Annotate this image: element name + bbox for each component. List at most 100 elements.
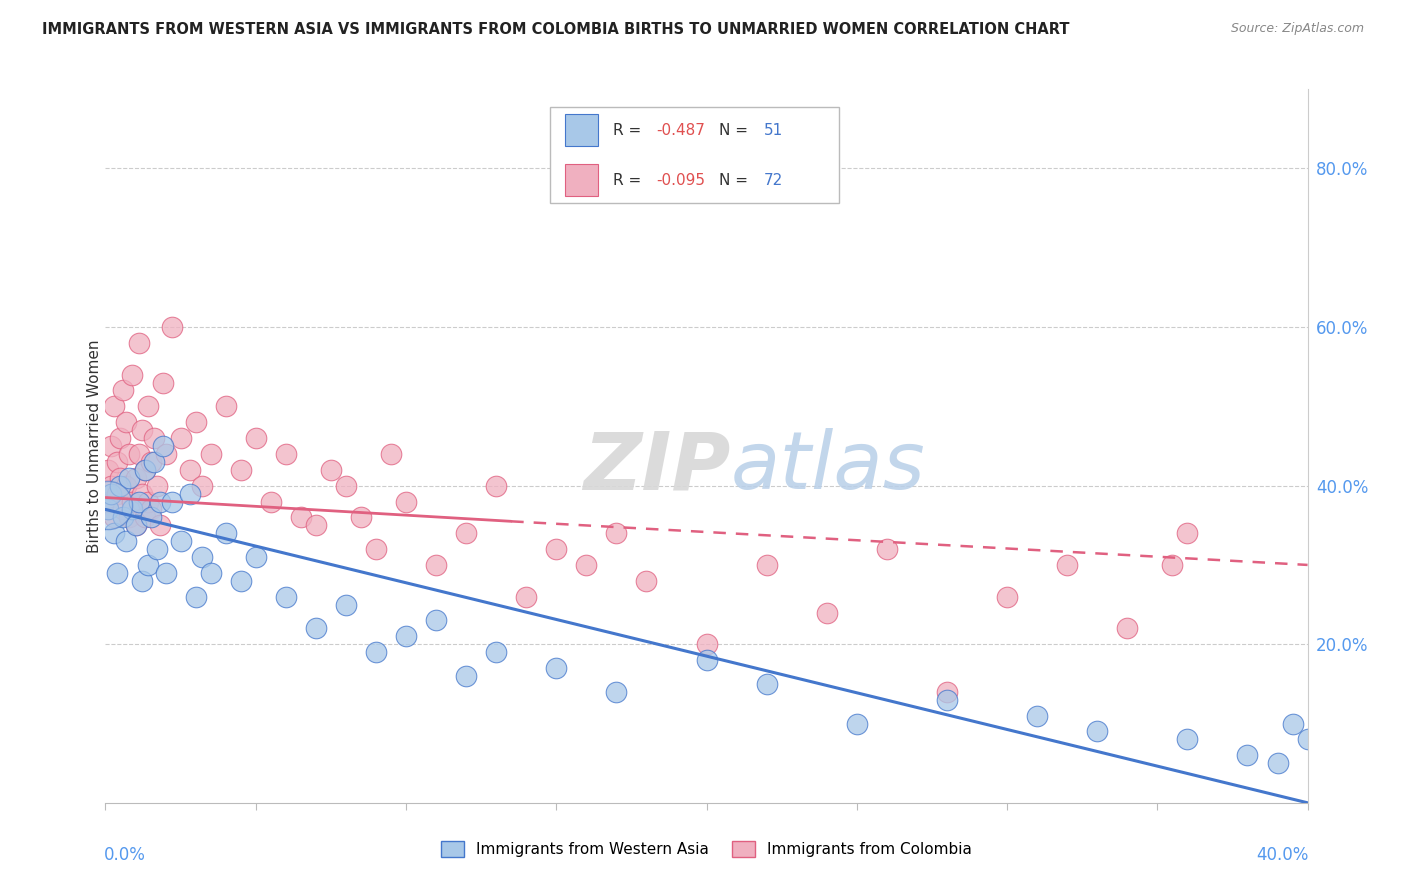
Point [454, 526, 477, 541]
Point [145, 478, 167, 492]
Point [100, 439, 122, 453]
Text: 40.0%: 40.0% [1257, 846, 1309, 863]
Point [245, 549, 267, 564]
Point [190, 549, 212, 564]
Point [131, 486, 153, 500]
Point [380, 447, 402, 461]
Point [1281, 716, 1303, 731]
Point [152, 376, 174, 390]
Point [1236, 748, 1258, 763]
Point [179, 463, 201, 477]
Point [1312, 764, 1334, 778]
Point [134, 463, 156, 477]
Point [128, 494, 150, 508]
Point [134, 463, 156, 477]
Legend: Immigrants from Western Asia, Immigrants from Colombia: Immigrants from Western Asia, Immigrants… [434, 835, 979, 863]
Text: N =: N = [718, 123, 752, 137]
Point [335, 478, 357, 492]
Point [274, 447, 297, 461]
Point [995, 590, 1018, 604]
Point [103, 400, 125, 414]
Y-axis label: Births to Unmarried Women: Births to Unmarried Women [87, 339, 101, 553]
Point [107, 455, 129, 469]
Point [97, 463, 120, 477]
Point [214, 526, 236, 541]
Point [121, 502, 143, 516]
Point [124, 518, 146, 533]
Text: IMMIGRANTS FROM WESTERN ASIA VS IMMIGRANTS FROM COLOMBIA BIRTHS TO UNMARRIED WOM: IMMIGRANTS FROM WESTERN ASIA VS IMMIGRAN… [42, 22, 1070, 37]
Point [755, 677, 778, 691]
Point [485, 478, 508, 492]
Point [815, 606, 838, 620]
Point [136, 494, 159, 508]
Point [107, 566, 129, 580]
Point [100, 486, 122, 500]
Point [148, 494, 170, 508]
Point [229, 463, 252, 477]
Point [936, 692, 959, 706]
Text: -0.487: -0.487 [657, 123, 704, 137]
Point [139, 502, 162, 516]
Point [200, 566, 222, 580]
Point [169, 431, 191, 445]
Point [515, 590, 537, 604]
Text: Source: ZipAtlas.com: Source: ZipAtlas.com [1230, 22, 1364, 36]
Point [190, 478, 212, 492]
Point [139, 455, 162, 469]
Point [364, 542, 387, 557]
Point [112, 502, 135, 516]
Point [274, 590, 297, 604]
Point [454, 669, 477, 683]
Text: 51: 51 [765, 123, 783, 137]
Point [136, 558, 159, 572]
Point [97, 502, 120, 516]
Point [546, 542, 568, 557]
Point [112, 510, 135, 524]
Point [546, 661, 568, 675]
Point [305, 621, 328, 635]
Point [1026, 708, 1049, 723]
Point [425, 614, 447, 628]
Point [1161, 558, 1184, 572]
Text: N =: N = [718, 173, 752, 187]
Point [636, 574, 658, 588]
Point [485, 645, 508, 659]
Point [136, 400, 159, 414]
Point [364, 645, 387, 659]
Point [100, 478, 122, 492]
Point [755, 558, 778, 572]
Point [110, 431, 132, 445]
Point [118, 471, 141, 485]
Point [1116, 621, 1139, 635]
Point [1056, 558, 1078, 572]
Point [110, 478, 132, 492]
Point [139, 510, 162, 524]
Point [145, 542, 167, 557]
Point [103, 510, 125, 524]
Text: -0.095: -0.095 [657, 173, 704, 187]
Point [1085, 724, 1108, 739]
Text: atlas: atlas [731, 428, 925, 507]
Point [184, 415, 207, 429]
Point [148, 518, 170, 533]
Point [245, 431, 267, 445]
Point [169, 534, 191, 549]
Point [200, 447, 222, 461]
Point [97, 499, 120, 513]
Point [112, 384, 135, 398]
Point [115, 534, 138, 549]
Point [319, 463, 342, 477]
Point [128, 335, 150, 350]
Bar [565, 114, 599, 146]
Point [305, 518, 328, 533]
Point [110, 471, 132, 485]
Point [335, 598, 357, 612]
Point [1175, 526, 1198, 541]
Point [229, 574, 252, 588]
Bar [565, 164, 599, 196]
Point [1175, 732, 1198, 747]
Text: 72: 72 [765, 173, 783, 187]
Point [142, 431, 165, 445]
Text: R =: R = [613, 123, 645, 137]
Point [124, 471, 146, 485]
